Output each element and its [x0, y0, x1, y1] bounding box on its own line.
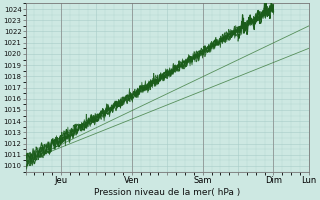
X-axis label: Pression niveau de la mer( hPa ): Pression niveau de la mer( hPa ) — [94, 188, 240, 197]
